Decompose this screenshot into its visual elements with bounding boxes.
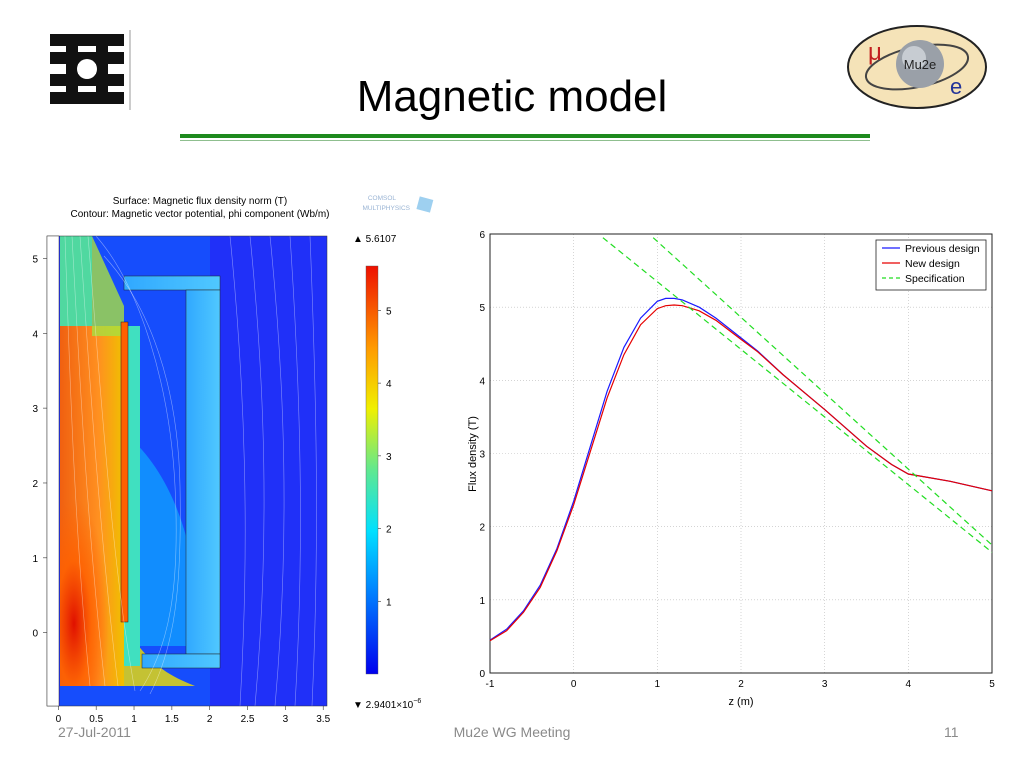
field-surface xyxy=(47,236,327,706)
mu2e-logo: Mu2e μ e xyxy=(847,25,987,109)
field-map-x-tick-label: 0.5 xyxy=(89,714,103,725)
svg-text:MULTIPHYSICS: MULTIPHYSICS xyxy=(362,205,410,212)
legend-label: Previous design xyxy=(905,243,980,255)
colorbar-tick-label: 1 xyxy=(386,597,392,608)
field-map-y-tick-label: 4 xyxy=(32,329,38,340)
chart-x-axis: -1 0 1 2 3 4 5 xyxy=(486,679,996,690)
colorbar-min-label: ▼ 2.9401×10−6 xyxy=(353,698,421,711)
field-map-y-tick-label: 2 xyxy=(32,479,38,490)
field-map-x-axis: 0 0.5 1 1.5 2 2.5 3 3.5 xyxy=(56,706,331,725)
field-map-y-tick-label: 3 xyxy=(32,404,38,415)
y-tick-label: 5 xyxy=(479,303,485,314)
mu2e-logo-text: Mu2e xyxy=(904,57,937,72)
series-line-specification xyxy=(602,237,993,553)
mu-glyph: μ xyxy=(868,39,882,66)
field-map-title-line-1: Surface: Magnetic flux density norm (T) xyxy=(113,196,288,207)
slide-number: 11 xyxy=(944,724,959,740)
comsol-watermark: COMSOL MULTIPHYSICS xyxy=(362,195,434,213)
field-map-x-tick-label: 3 xyxy=(283,714,289,725)
colorbar xyxy=(365,265,379,675)
x-tick-label: -1 xyxy=(486,679,495,690)
fermilab-logo xyxy=(50,30,131,110)
y-tick-label: 0 xyxy=(479,669,485,680)
title-rule-thin xyxy=(180,140,870,141)
x-tick-label: 2 xyxy=(738,679,744,690)
field-map-y-tick-label: 0 xyxy=(32,629,38,640)
y-tick-label: 2 xyxy=(479,523,485,534)
field-map-x-tick-label: 2.5 xyxy=(241,714,255,725)
colorbar-tick-label: 4 xyxy=(386,379,392,390)
legend-label: Specification xyxy=(905,273,965,285)
title-rule xyxy=(180,134,870,138)
footer-meeting: Mu2e WG Meeting xyxy=(453,724,571,740)
chart-series xyxy=(489,237,993,642)
x-tick-label: 1 xyxy=(655,679,661,690)
x-tick-label: 5 xyxy=(989,679,995,690)
footer-date: 27-Jul-2011 xyxy=(58,724,131,740)
field-map-y-tick-label: 5 xyxy=(32,254,38,265)
field-map-x-tick-label: 0 xyxy=(56,714,62,725)
series-line-new-design xyxy=(489,304,993,642)
chart-legend: Previous design New design Specification xyxy=(875,239,987,291)
x-tick-label: 3 xyxy=(822,679,828,690)
colorbar-tick-label: 3 xyxy=(386,452,392,463)
field-map-x-tick-label: 3.5 xyxy=(316,714,330,725)
chart-grid xyxy=(489,233,993,674)
y-tick-label: 6 xyxy=(479,230,485,241)
field-map-x-tick-label: 2 xyxy=(207,714,213,725)
legend-label: New design xyxy=(905,258,960,270)
series-line-specification-lower xyxy=(652,237,993,546)
x-axis-label: z (m) xyxy=(728,696,753,708)
field-map-title-line-2: Contour: Magnetic vector potential, phi … xyxy=(70,209,329,220)
field-map-y-tick-label: 1 xyxy=(32,554,38,565)
y-tick-label: 4 xyxy=(479,376,485,387)
svg-text:COMSOL: COMSOL xyxy=(368,195,397,202)
colorbar-tick-label: 5 xyxy=(386,306,392,317)
field-map-x-tick-label: 1.5 xyxy=(165,714,179,725)
chart-frame xyxy=(489,233,993,674)
y-tick-label: 1 xyxy=(479,596,485,607)
field-map-y-axis: 5 4 3 2 1 0 xyxy=(32,254,47,640)
colorbar-tick-label: 2 xyxy=(386,525,392,536)
colorbar-ticks: 5 4 3 2 1 xyxy=(378,306,392,608)
x-tick-label: 4 xyxy=(906,679,912,690)
chart-y-axis: 0 1 2 3 4 5 6 xyxy=(479,230,485,680)
e-glyph: e xyxy=(950,74,962,99)
x-tick-label: 0 xyxy=(571,679,577,690)
field-map-plot: Surface: Magnetic flux density norm (T) … xyxy=(32,195,434,725)
slide-title: Magnetic model xyxy=(356,72,668,121)
y-axis-label: Flux density (T) xyxy=(467,416,479,492)
colorbar-max-label: ▲ 5.6107 xyxy=(353,234,397,245)
y-tick-label: 3 xyxy=(479,450,485,461)
field-map-x-tick-label: 1 xyxy=(131,714,137,725)
